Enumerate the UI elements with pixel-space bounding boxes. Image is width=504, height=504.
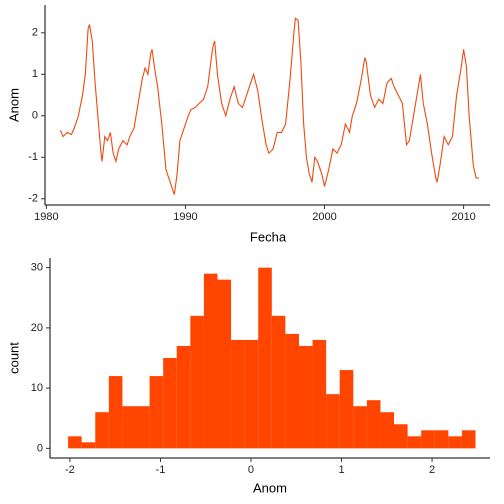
histogram-bar <box>394 424 408 449</box>
histogram-bar <box>366 400 381 449</box>
y-tick-label: -2 <box>28 193 38 205</box>
histogram-bar <box>380 412 395 449</box>
x-tick-label: 0 <box>248 464 254 476</box>
histogram-bar <box>244 339 259 449</box>
x-tick-label: 2000 <box>312 211 336 223</box>
x-tick-label: 1980 <box>34 211 58 223</box>
y-axis-title: count <box>6 342 21 374</box>
y-tick-label: -1 <box>28 151 38 163</box>
y-tick-label: 10 <box>31 382 43 394</box>
histogram-bar <box>108 376 123 449</box>
histogram-bar <box>353 406 367 449</box>
y-tick-label: 0 <box>32 110 38 122</box>
histogram-bar <box>176 345 191 449</box>
data-line <box>59 17 479 195</box>
histogram-bar <box>461 430 476 449</box>
histogram-bar <box>298 345 313 449</box>
x-axis-title: Anom <box>253 480 287 495</box>
x-axis-title: Fecha <box>250 229 287 244</box>
x-tick-label: 2010 <box>451 211 475 223</box>
histogram-bar <box>95 412 109 449</box>
y-tick-label: 1 <box>32 68 38 80</box>
histogram-bar <box>217 279 232 449</box>
histogram-bar <box>326 394 340 449</box>
y-axis-title: Anom <box>6 88 21 122</box>
histogram-bar <box>448 436 462 449</box>
y-tick-label: 2 <box>32 27 38 39</box>
histogram-bar <box>231 339 245 449</box>
y-tick-label: 20 <box>31 322 43 334</box>
histogram-bar <box>407 436 422 449</box>
histogram-bar <box>122 406 137 449</box>
histogram-bar <box>258 267 272 449</box>
x-tick-label: 1990 <box>173 211 197 223</box>
histogram-bar <box>271 315 286 449</box>
x-tick-label: 2 <box>429 464 435 476</box>
histogram-bar <box>149 376 164 449</box>
y-tick-label: 30 <box>31 262 43 274</box>
histogram-bar <box>203 273 218 449</box>
histogram-bar <box>190 315 204 449</box>
histogram-bar <box>434 430 449 449</box>
histogram-bar <box>163 358 177 449</box>
histogram-bar <box>312 339 327 449</box>
histogram-bar <box>285 333 299 449</box>
histogram-bar <box>339 370 354 449</box>
histogram-bar <box>81 442 96 449</box>
y-tick-label: 0 <box>37 442 43 454</box>
histogram-bar <box>68 436 82 449</box>
histogram-bar <box>136 406 150 449</box>
histogram-bar <box>421 430 435 449</box>
x-tick-label: -2 <box>65 464 75 476</box>
x-tick-label: 1 <box>338 464 344 476</box>
x-tick-label: -1 <box>156 464 166 476</box>
